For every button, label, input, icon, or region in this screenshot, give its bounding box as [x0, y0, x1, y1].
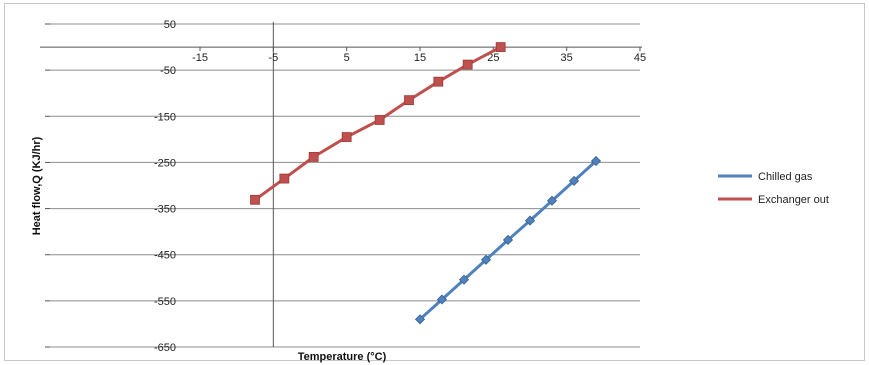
data-point: [341, 132, 352, 142]
y-tick-label: -350: [154, 204, 176, 216]
y-tick-label: -650: [154, 342, 176, 354]
x-tick-label: -5: [268, 52, 278, 64]
data-point: [462, 59, 473, 70]
data-point: [374, 115, 385, 125]
data-point: [480, 254, 492, 265]
x-tick-label: -15: [192, 52, 208, 64]
axes: [40, 22, 642, 347]
data-point: [404, 95, 414, 106]
y-tick-label: -250: [154, 157, 176, 169]
legend-label: Exchanger out: [758, 194, 829, 206]
x-tick-label: 5: [344, 52, 350, 64]
data-point: [308, 151, 319, 162]
data-point: [495, 42, 506, 52]
data-point: [436, 294, 448, 305]
x-axis-title: Temperature (°C): [298, 351, 387, 363]
data-point: [524, 215, 536, 226]
x-tick-label: 15: [414, 52, 426, 64]
y-axis-title: Heat flow,Q (KJ/hr): [31, 136, 43, 235]
data-point: [590, 155, 602, 167]
data-point: [502, 234, 514, 246]
y-tick-label: -550: [154, 296, 176, 308]
data-point: [458, 274, 470, 285]
data-point: [568, 175, 580, 186]
y-tick-label: -450: [154, 250, 176, 262]
gridlines: [45, 23, 640, 348]
y-tick-label: 50: [164, 19, 176, 31]
legend-label: Chilled gas: [758, 171, 813, 183]
x-tick-label: 25: [487, 52, 499, 64]
data-point: [279, 173, 290, 184]
x-tick-label: 35: [561, 52, 573, 64]
data-point: [250, 194, 260, 205]
y-tick-label: -50: [160, 65, 176, 77]
series: [250, 42, 602, 325]
x-tick-label: 45: [634, 52, 646, 64]
legend: Chilled gas Exchanger out: [718, 171, 829, 206]
data-point: [546, 195, 558, 206]
y-tick-label: -150: [154, 111, 176, 123]
data-point: [433, 76, 444, 87]
tick-labels: 50 -50 -150 -250 -350 -450 -550 -650 -15 -5 5 15 25 3…: [154, 19, 646, 354]
data-point: [414, 314, 426, 325]
